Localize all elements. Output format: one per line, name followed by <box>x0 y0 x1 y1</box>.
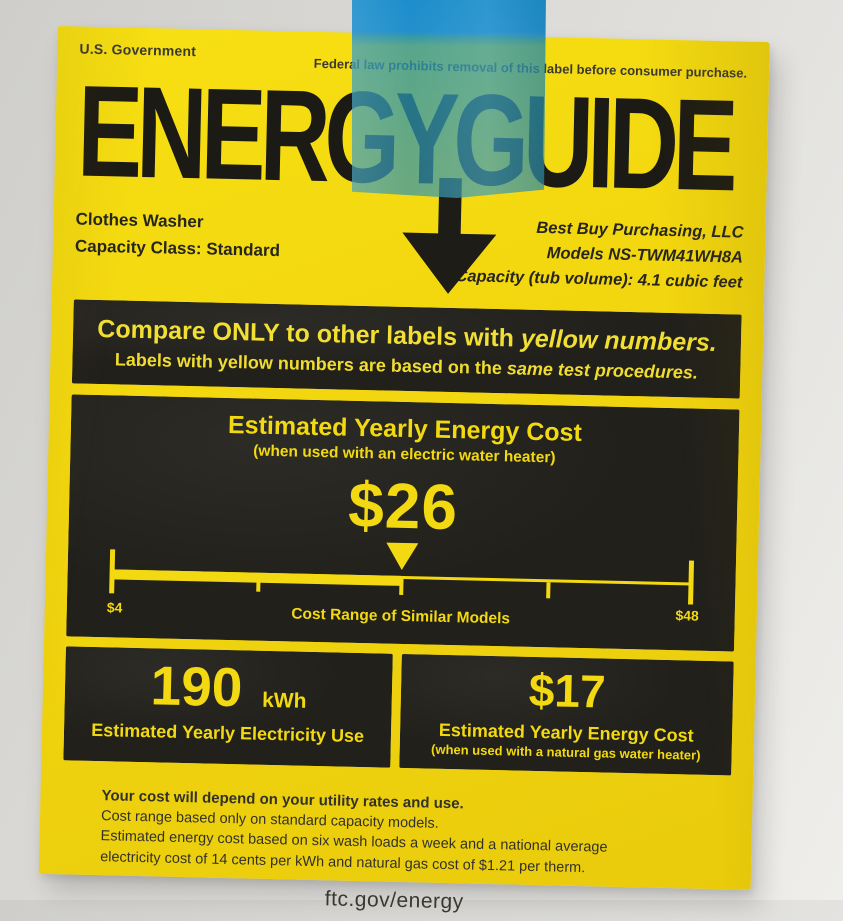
manufacturer-info: Best Buy Purchasing, LLC Models NS-TWM41… <box>455 214 744 295</box>
gas-cost-value: $17 <box>528 663 607 718</box>
electricity-caption: Estimated Yearly Electricity Use <box>91 719 365 746</box>
us-government-text: U.S. Government <box>79 40 197 60</box>
scale-tick-75 <box>546 581 551 598</box>
yearly-energy-cost-box: Estimated Yearly Energy Cost (when used … <box>66 394 740 652</box>
scale-tick-50 <box>399 578 404 595</box>
scale-max-label: $48 <box>675 606 699 624</box>
cost-marker-icon <box>385 542 419 570</box>
product-info: Clothes Washer Capacity Class: Standard <box>74 205 281 284</box>
compare-banner-line2-em: same test procedures. <box>506 358 699 383</box>
electricity-value: 190 <box>149 653 244 718</box>
scale-tick-25 <box>256 575 261 592</box>
scale-tick-max <box>688 560 695 605</box>
electricity-use-box: 190 kWh Estimated Yearly Electricity Use <box>63 645 394 768</box>
capacity-class: Capacity Class: Standard <box>74 236 281 261</box>
compare-banner-line1-em: yellow numbers. <box>520 324 718 358</box>
blue-tape <box>352 0 546 198</box>
yearly-cost-value: $26 <box>347 468 459 543</box>
compare-banner-line1-text: Compare ONLY to other labels with <box>97 315 522 353</box>
cost-range-scale: $4 Cost Range of Similar Models $48 <box>107 533 699 638</box>
gas-cost-box: $17 Estimated Yearly Energy Cost (when u… <box>399 653 734 776</box>
electricity-value-row: 190 kWh <box>72 653 384 718</box>
electricity-unit: kWh <box>261 688 307 713</box>
footer-notes: Your cost will depend on your utility ra… <box>99 785 692 919</box>
bottom-metric-row: 190 kWh Estimated Yearly Electricity Use… <box>63 645 734 776</box>
ftc-url: ftc.gov/energy <box>324 886 464 914</box>
product-info-row: Clothes Washer Capacity Class: Standard … <box>74 205 744 294</box>
scale-caption: Cost Range of Similar Models <box>291 604 511 627</box>
compare-banner: Compare ONLY to other labels with yellow… <box>71 299 742 399</box>
scale-tick-min <box>109 548 116 593</box>
